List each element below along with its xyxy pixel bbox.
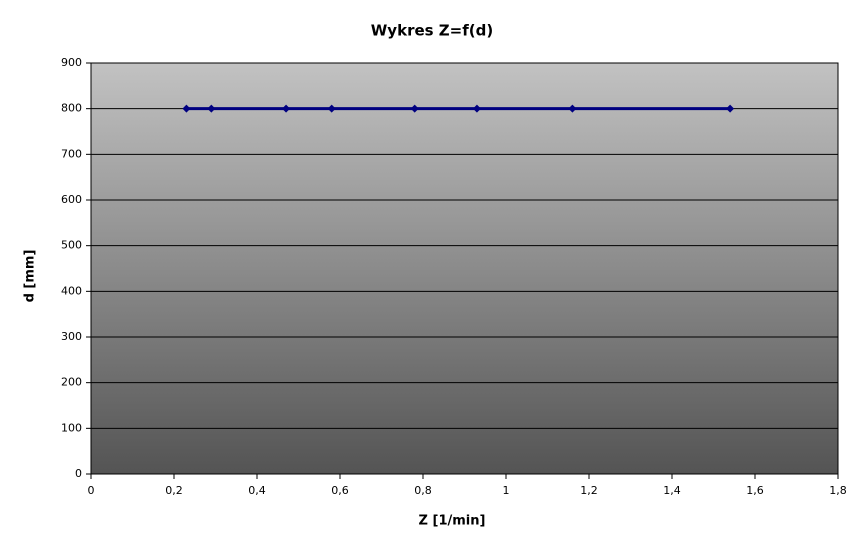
y-tick-label: 100 (61, 421, 82, 434)
x-tick-label: 0 (88, 484, 95, 497)
x-tick-label: 0,8 (414, 484, 432, 497)
data-point (410, 104, 419, 113)
data-point (182, 104, 191, 113)
data-point (282, 104, 291, 113)
plot-border (90, 62, 839, 475)
y-axis-title: d [mm] (23, 250, 38, 303)
y-tick-label: 200 (61, 376, 82, 389)
data-point (472, 104, 481, 113)
y-tick-label: 500 (61, 239, 82, 252)
chart-title: Wykres Z=f(d) (371, 22, 493, 40)
x-tick-label: 0,6 (331, 484, 349, 497)
y-tick-label: 400 (61, 284, 82, 297)
y-tick-label: 700 (61, 147, 82, 160)
data-point (327, 104, 336, 113)
x-tick-label: 0,4 (248, 484, 266, 497)
x-tick-label: 1,6 (746, 484, 764, 497)
data-point (726, 104, 735, 113)
data-point (207, 104, 216, 113)
y-tick-label: 600 (61, 193, 82, 206)
y-tick-label: 300 (61, 330, 82, 343)
x-tick-label: 1,8 (829, 484, 847, 497)
x-tick-label: 0,2 (165, 484, 183, 497)
data-point (568, 104, 577, 113)
x-tick-label: 1,2 (580, 484, 598, 497)
y-tick-label: 0 (75, 467, 82, 480)
x-tick-label: 1,4 (663, 484, 681, 497)
x-axis-title: Z [1/min] (419, 514, 486, 529)
x-tick-label: 1 (503, 484, 510, 497)
y-tick-label: 800 (61, 102, 82, 115)
plot-area (91, 63, 838, 474)
y-tick-label: 900 (61, 56, 82, 69)
